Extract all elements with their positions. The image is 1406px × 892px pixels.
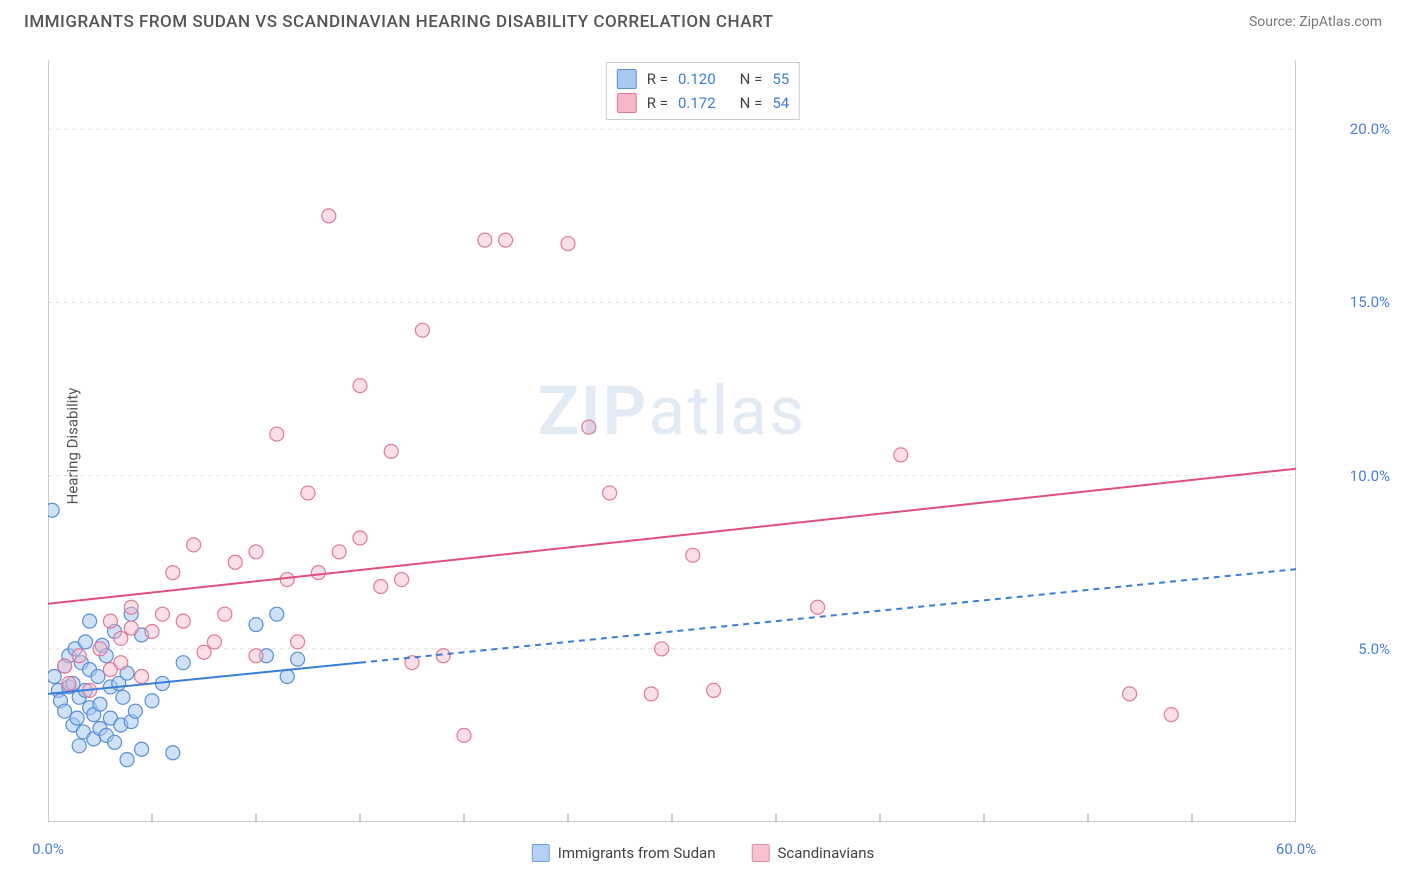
data-point <box>145 694 159 708</box>
data-point <box>83 614 97 628</box>
data-point <box>655 642 669 656</box>
trend-line <box>48 469 1296 604</box>
data-point <box>415 323 429 337</box>
scatter-chart <box>48 60 1296 822</box>
x-tick-label: 60.0% <box>1276 840 1316 858</box>
data-point <box>249 649 263 663</box>
data-point <box>249 618 263 632</box>
data-point <box>124 621 138 635</box>
data-point <box>48 670 61 684</box>
legend-swatch <box>617 69 637 89</box>
data-point <box>155 607 169 621</box>
data-point <box>582 420 596 434</box>
data-point <box>120 753 134 767</box>
data-point <box>280 670 294 684</box>
data-point <box>561 237 575 251</box>
y-axis-ticks: 5.0% 10.0% 15.0% 20.0% <box>1306 60 1406 822</box>
data-point <box>478 233 492 247</box>
y-tick-label: 10.0% <box>1350 467 1390 485</box>
data-point <box>353 379 367 393</box>
data-point <box>166 566 180 580</box>
stats-legend-row: R = 0.172N = 54 <box>617 91 789 115</box>
data-point <box>395 573 409 587</box>
data-point <box>311 566 325 580</box>
data-point <box>58 659 72 673</box>
data-point <box>603 486 617 500</box>
data-point <box>291 652 305 666</box>
data-point <box>322 209 336 223</box>
data-point <box>353 531 367 545</box>
data-point <box>78 635 92 649</box>
data-point <box>93 697 107 711</box>
data-point <box>894 448 908 462</box>
data-point <box>114 631 128 645</box>
x-tick-label: 0.0% <box>32 840 64 858</box>
data-point <box>116 690 130 704</box>
chart-area: ZIPatlas <box>48 60 1296 822</box>
data-point <box>176 656 190 670</box>
data-point <box>135 670 149 684</box>
data-point <box>103 614 117 628</box>
legend-label: Immigrants from Sudan <box>558 844 716 862</box>
legend-swatch <box>532 844 550 862</box>
y-tick-label: 20.0% <box>1350 120 1390 138</box>
data-point <box>93 642 107 656</box>
data-point <box>707 683 721 697</box>
data-point <box>499 233 513 247</box>
data-point <box>166 746 180 760</box>
data-point <box>207 635 221 649</box>
data-point <box>686 548 700 562</box>
data-point <box>270 427 284 441</box>
data-point <box>58 704 72 718</box>
legend-swatch <box>617 93 637 113</box>
data-point <box>108 735 122 749</box>
data-point <box>91 670 105 684</box>
data-point <box>72 649 86 663</box>
data-point <box>644 687 658 701</box>
chart-title: IMMIGRANTS FROM SUDAN VS SCANDINAVIAN HE… <box>24 12 773 32</box>
legend-item: Scandinavians <box>751 844 874 862</box>
data-point <box>228 555 242 569</box>
data-point <box>48 503 59 517</box>
data-point <box>124 600 138 614</box>
data-point <box>301 486 315 500</box>
data-point <box>145 625 159 639</box>
data-point <box>187 538 201 552</box>
data-point <box>72 739 86 753</box>
data-point <box>62 676 76 690</box>
series-legend: Immigrants from Sudan Scandinavians <box>532 844 874 862</box>
y-tick-label: 5.0% <box>1358 640 1390 658</box>
stats-legend-row: R = 0.120N = 55 <box>617 67 789 91</box>
data-point <box>811 600 825 614</box>
data-point <box>332 545 346 559</box>
data-point <box>374 579 388 593</box>
data-point <box>457 728 471 742</box>
data-point <box>270 607 284 621</box>
legend-label: Scandinavians <box>777 844 874 862</box>
y-tick-label: 15.0% <box>1350 293 1390 311</box>
data-point <box>1123 687 1137 701</box>
data-point <box>135 742 149 756</box>
data-point <box>384 444 398 458</box>
data-point <box>218 607 232 621</box>
data-point <box>249 545 263 559</box>
data-point <box>114 656 128 670</box>
legend-item: Immigrants from Sudan <box>532 844 716 862</box>
data-point <box>176 614 190 628</box>
data-point <box>291 635 305 649</box>
data-point <box>197 645 211 659</box>
stats-legend: R = 0.120N = 55R = 0.172N = 54 <box>606 62 800 120</box>
data-point <box>128 704 142 718</box>
source-attribution: Source: ZipAtlas.com <box>1249 14 1382 30</box>
data-point <box>280 573 294 587</box>
data-point <box>1164 708 1178 722</box>
legend-swatch <box>751 844 769 862</box>
data-point <box>70 711 84 725</box>
